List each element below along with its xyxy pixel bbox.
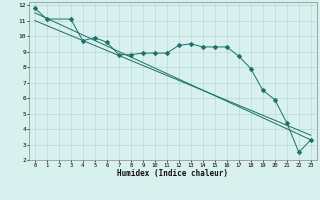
X-axis label: Humidex (Indice chaleur): Humidex (Indice chaleur)	[117, 169, 228, 178]
